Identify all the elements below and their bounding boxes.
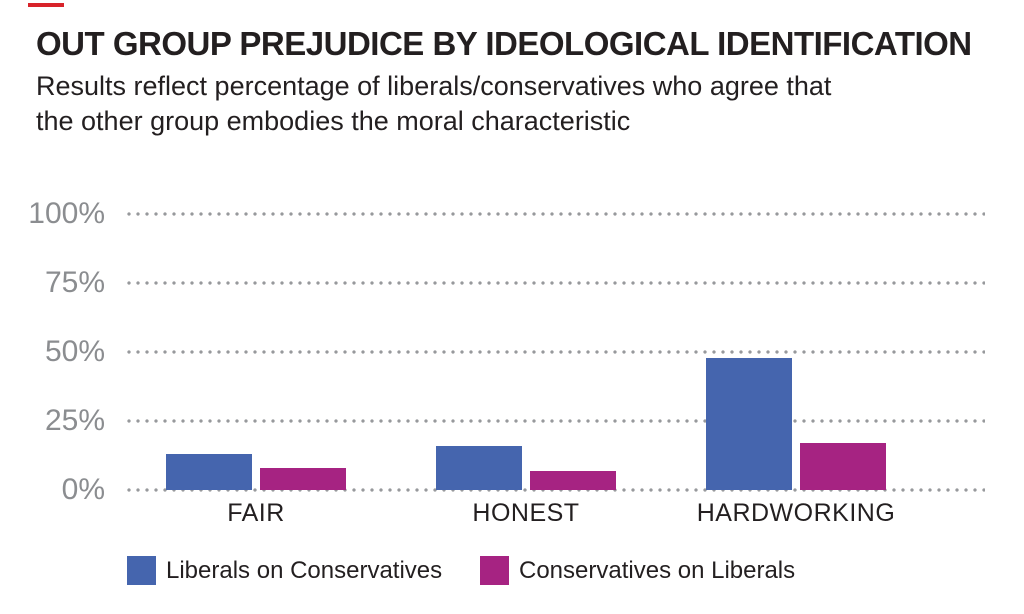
bar-honest-conservatives-on-liberals [530, 470, 616, 490]
gridline-25 [127, 419, 985, 423]
chart-subtitle: Results reflect percentage of liberals/c… [36, 69, 831, 139]
legend-label-conservatives-on-liberals: Conservatives on Liberals [519, 557, 796, 584]
ytick-label-25: 25% [44, 404, 105, 437]
bar-fair-liberals-on-conservatives [166, 454, 252, 490]
legend-swatch-liberals-on-conservatives [127, 556, 156, 585]
gridline-0 [127, 488, 985, 492]
gridline-75 [127, 281, 985, 285]
category-label-hardworking: HARDWORKING [696, 499, 896, 527]
bar-hardworking-conservatives-on-liberals [800, 443, 886, 490]
gridline-100 [127, 212, 985, 216]
chart-subtitle-line-2: the other group embodies the moral chara… [36, 106, 631, 136]
bar-hardworking-liberals-on-conservatives [706, 357, 792, 490]
chart-subtitle-line-1: Results reflect percentage of liberals/c… [36, 71, 832, 101]
category-label-honest: HONEST [472, 499, 580, 527]
brand-accent-mark [28, 3, 64, 7]
ytick-label-75: 75% [44, 266, 105, 299]
chart-title: OUT GROUP PREJUDICE BY IDEOLOGICAL IDENT… [36, 25, 972, 62]
category-label-fair: FAIR [227, 499, 285, 527]
gridline-50 [127, 350, 985, 354]
legend-swatch-conservatives-on-liberals [480, 556, 509, 585]
ytick-label-100: 100% [28, 197, 105, 230]
ytick-label-0: 0% [61, 473, 105, 506]
bar-honest-liberals-on-conservatives [436, 445, 522, 490]
ytick-label-50: 50% [44, 335, 105, 368]
legend-label-liberals-on-conservatives: Liberals on Conservatives [166, 557, 443, 584]
bar-fair-conservatives-on-liberals [260, 467, 346, 490]
